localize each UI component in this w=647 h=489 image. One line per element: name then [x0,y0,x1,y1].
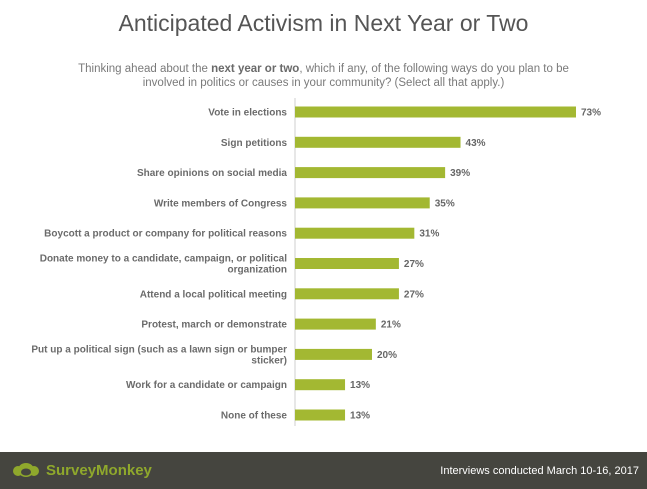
data-label: 13% [350,411,370,422]
footer-bar: SurveyMonkey Interviews conducted March … [0,452,647,489]
subtitle-text-pre: Thinking ahead about the [78,63,212,75]
brand-name: SurveyMonkey [46,461,152,479]
data-label: 31% [419,229,439,240]
category-label: Write members of Congress [154,198,288,209]
category-label: Put up a political sign (such as a lawn … [31,344,287,366]
footer-note: Interviews conducted March 10-16, 2017 [440,465,639,477]
bar [295,227,415,239]
bar [295,288,399,300]
subtitle-text-bold: next year or two [211,63,300,75]
category-label: Work for a candidate or campaign [126,380,287,391]
category-label: None of these [221,411,288,422]
bar [295,348,372,360]
data-label: 27% [404,259,424,270]
category-label: Attend a local political meeting [140,289,287,300]
data-label: 20% [377,350,397,361]
category-label: Boycott a product or company for politic… [44,229,287,240]
bar [295,136,461,148]
data-label: 27% [404,289,424,300]
data-label: 13% [350,380,370,391]
bar [295,167,446,179]
data-label: 43% [466,138,486,149]
chart-subtitle: Thinking ahead about the next year or tw… [60,62,587,90]
bar [295,318,376,330]
category-label: Vote in elections [208,108,287,119]
bar [295,197,430,209]
data-label: 73% [581,108,601,119]
bar [295,409,346,421]
bar [295,106,576,118]
data-label: 21% [381,320,401,331]
bar [295,379,346,391]
surveymonkey-logo-icon [13,463,39,477]
category-label: Donate money to a candidate, campaign, o… [40,254,287,276]
category-label: Share opinions on social media [137,168,287,179]
category-label: Protest, march or demonstrate [141,320,287,331]
bar-chart: 73% Vote in elections 43% Sign petitions 39%… [31,98,601,426]
category-label: Sign petitions [221,138,288,149]
data-label: 39% [450,168,470,179]
subtitle-text-post: , which if any, of the following ways do… [142,63,569,89]
brand-logo: SurveyMonkey [11,460,152,480]
bar [295,258,399,269]
data-label: 35% [435,198,455,209]
chart-title: Anticipated Activism in Next Year or Two [118,10,529,36]
